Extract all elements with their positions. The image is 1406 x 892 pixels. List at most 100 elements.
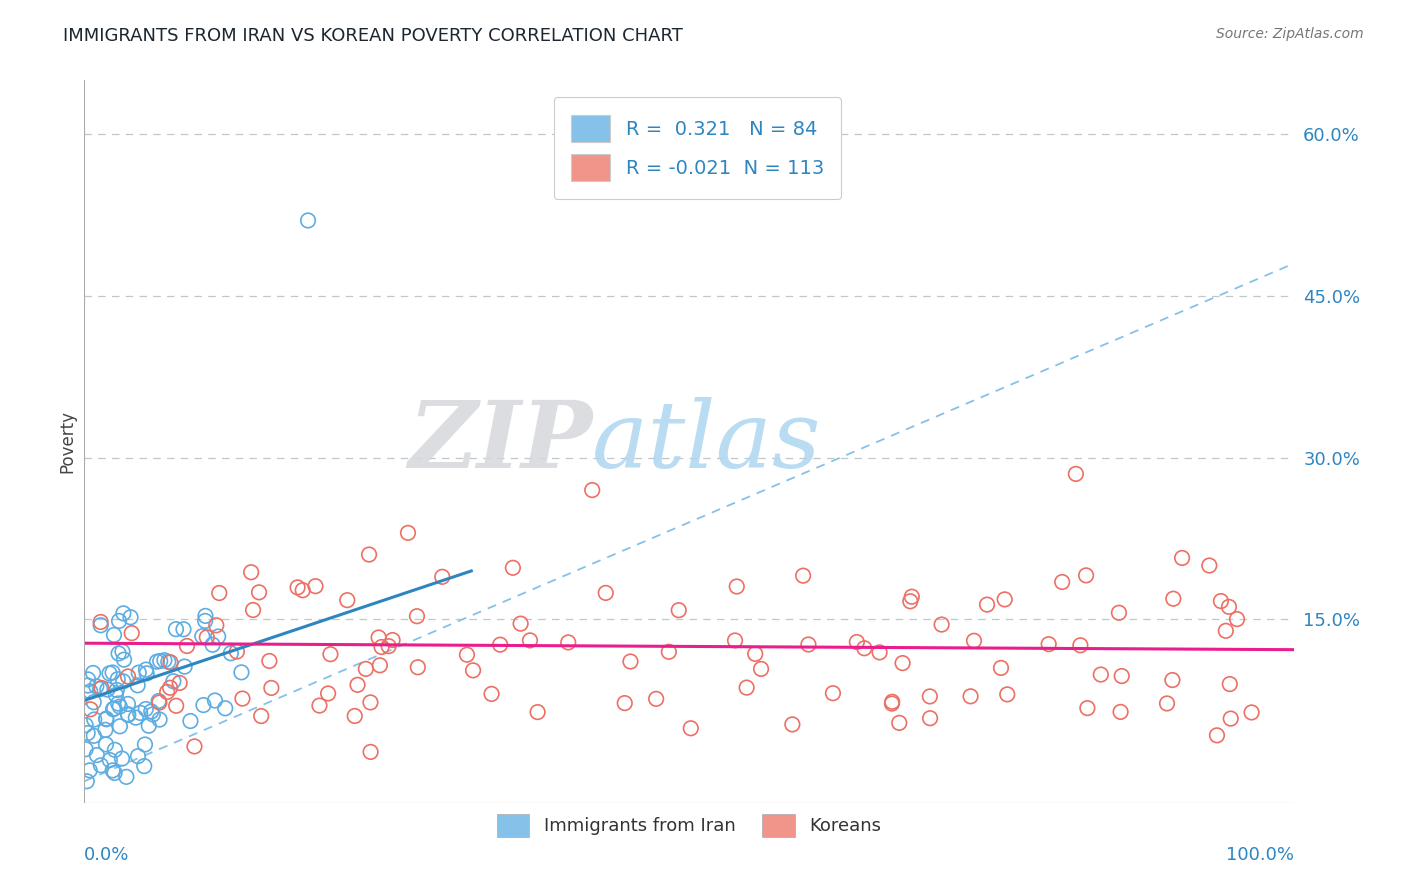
Point	[75, 742, 97, 756]
Point	[98, 666, 121, 681]
Point	[162, 674, 184, 689]
Point	[98, 753, 121, 767]
Point	[994, 592, 1017, 607]
Point	[963, 633, 986, 648]
Point	[1108, 606, 1130, 620]
Point	[1206, 728, 1229, 742]
Point	[1074, 568, 1097, 582]
Point	[995, 687, 1018, 701]
Point	[195, 630, 218, 644]
Point	[1219, 712, 1241, 726]
Point	[103, 628, 125, 642]
Point	[1111, 669, 1133, 683]
Point	[157, 655, 180, 669]
Text: 0.0%: 0.0%	[84, 847, 129, 864]
Point	[108, 614, 131, 628]
Point	[149, 654, 172, 668]
Point	[101, 702, 124, 716]
Point	[76, 726, 98, 740]
Point	[121, 626, 143, 640]
Point	[105, 683, 128, 698]
Text: IMMIGRANTS FROM IRAN VS KOREAN POVERTY CORRELATION CHART: IMMIGRANTS FROM IRAN VS KOREAN POVERTY C…	[63, 27, 683, 45]
Point	[90, 758, 112, 772]
Point	[891, 656, 914, 670]
Point	[79, 702, 101, 716]
Point	[792, 568, 814, 582]
Point	[287, 581, 309, 595]
Point	[117, 708, 139, 723]
Point	[90, 681, 112, 695]
Point	[880, 697, 903, 711]
Point	[194, 614, 217, 628]
Point	[148, 696, 170, 710]
Point	[89, 681, 111, 696]
Point	[165, 622, 187, 636]
Point	[725, 580, 748, 594]
Point	[724, 633, 747, 648]
Point	[260, 681, 283, 695]
Point	[172, 622, 194, 636]
Point	[853, 641, 876, 656]
Point	[76, 774, 98, 789]
Point	[169, 676, 191, 690]
Point	[207, 630, 229, 644]
Point	[735, 681, 758, 695]
Point	[1163, 591, 1185, 606]
Point	[193, 698, 215, 712]
Point	[502, 561, 524, 575]
Point	[76, 678, 98, 692]
Point	[104, 688, 127, 702]
Point	[103, 766, 125, 780]
Text: ZIP: ZIP	[408, 397, 592, 486]
Point	[1038, 637, 1060, 651]
Point	[1090, 667, 1112, 681]
Point	[117, 669, 139, 683]
Point	[96, 712, 118, 726]
Point	[115, 770, 138, 784]
Point	[79, 684, 101, 698]
Point	[101, 665, 124, 680]
Point	[134, 759, 156, 773]
Point	[1171, 550, 1194, 565]
Point	[381, 633, 404, 648]
Point	[120, 610, 142, 624]
Point	[153, 653, 176, 667]
Point	[749, 662, 772, 676]
Point	[519, 633, 541, 648]
Point	[297, 213, 319, 227]
Point	[219, 646, 242, 660]
Point	[138, 719, 160, 733]
Point	[104, 743, 127, 757]
Point	[179, 714, 201, 728]
Point	[990, 661, 1012, 675]
Point	[920, 711, 942, 725]
Point	[148, 713, 170, 727]
Point	[354, 662, 377, 676]
Point	[204, 693, 226, 707]
Text: atlas: atlas	[592, 397, 821, 486]
Point	[406, 660, 429, 674]
Point	[127, 678, 149, 692]
Point	[148, 694, 170, 708]
Point	[526, 705, 548, 719]
Point	[176, 639, 198, 653]
Point	[135, 663, 157, 677]
Point	[343, 709, 366, 723]
Point	[125, 711, 148, 725]
Point	[250, 709, 273, 723]
Point	[658, 645, 681, 659]
Point	[1156, 697, 1178, 711]
Point	[142, 707, 165, 722]
Point	[557, 635, 579, 649]
Point	[135, 666, 157, 681]
Point	[117, 707, 139, 722]
Point	[231, 691, 253, 706]
Point	[128, 665, 150, 680]
Point	[107, 672, 129, 686]
Point	[127, 749, 149, 764]
Point	[882, 695, 904, 709]
Point	[976, 598, 998, 612]
Point	[75, 718, 97, 732]
Point	[96, 712, 118, 726]
Point	[432, 570, 454, 584]
